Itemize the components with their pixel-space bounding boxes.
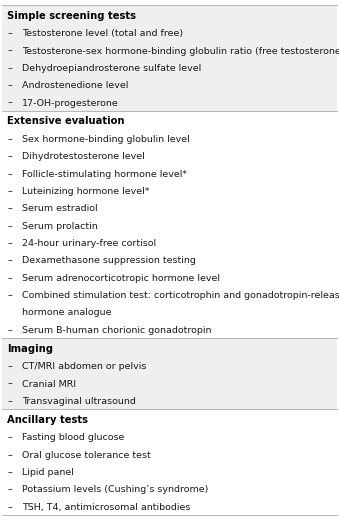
Text: Androstenedione level: Androstenedione level [22, 81, 128, 90]
Text: –: – [7, 187, 13, 196]
Bar [2, 5, 337, 111]
Text: Serum B-human chorionic gonadotropin: Serum B-human chorionic gonadotropin [22, 326, 212, 335]
Text: 24-hour urinary-free cortisol: 24-hour urinary-free cortisol [22, 239, 156, 248]
Text: Testosterone level (total and free): Testosterone level (total and free) [22, 29, 183, 38]
Text: Transvaginal ultrasound: Transvaginal ultrasound [22, 397, 136, 406]
Text: –: – [7, 434, 13, 443]
Bar [2, 409, 337, 515]
Text: –: – [7, 468, 13, 477]
Bar [2, 338, 337, 409]
Text: Extensive evaluation: Extensive evaluation [7, 116, 124, 126]
Text: –: – [7, 485, 13, 495]
Text: Testosterone-sex hormone-binding globulin ratio (free testosterone): Testosterone-sex hormone-binding globuli… [22, 47, 339, 56]
Text: –: – [7, 170, 13, 179]
Text: –: – [7, 99, 13, 108]
Text: Serum estradiol: Serum estradiol [22, 204, 98, 213]
Text: Oral glucose tolerance test: Oral glucose tolerance test [22, 451, 151, 460]
Text: Potassium levels (Cushing’s syndrome): Potassium levels (Cushing’s syndrome) [22, 485, 208, 495]
Text: –: – [7, 451, 13, 460]
Bar [2, 111, 337, 338]
Text: –: – [7, 64, 13, 73]
Text: –: – [7, 274, 13, 283]
Text: –: – [7, 204, 13, 213]
Text: Cranial MRI: Cranial MRI [22, 380, 76, 388]
Text: Dehydroepiandrosterone sulfate level: Dehydroepiandrosterone sulfate level [22, 64, 201, 73]
Text: Fasting blood glucose: Fasting blood glucose [22, 434, 124, 443]
Text: –: – [7, 291, 13, 300]
Text: –: – [7, 362, 13, 371]
Text: –: – [7, 326, 13, 335]
Text: –: – [7, 397, 13, 406]
Text: hormone analogue: hormone analogue [22, 308, 112, 317]
Text: –: – [7, 503, 13, 512]
Text: 17-OH-progesterone: 17-OH-progesterone [22, 99, 119, 108]
Text: Dexamethasone suppression testing: Dexamethasone suppression testing [22, 256, 196, 265]
Text: Imaging: Imaging [7, 344, 53, 354]
Text: –: – [7, 135, 13, 144]
Text: Serum prolactin: Serum prolactin [22, 222, 98, 231]
Text: –: – [7, 81, 13, 90]
Text: –: – [7, 239, 13, 248]
Text: –: – [7, 256, 13, 265]
Text: –: – [7, 47, 13, 56]
Text: Sex hormone-binding globulin level: Sex hormone-binding globulin level [22, 135, 190, 144]
Text: Lipid panel: Lipid panel [22, 468, 74, 477]
Text: Combined stimulation test: corticotrophin and gonadotropin-releasing: Combined stimulation test: corticotrophi… [22, 291, 339, 300]
Text: TSH, T4, antimicrosomal antibodies: TSH, T4, antimicrosomal antibodies [22, 503, 191, 512]
Text: Luteinizing hormone level*: Luteinizing hormone level* [22, 187, 149, 196]
Text: Follicle-stimulating hormone level*: Follicle-stimulating hormone level* [22, 170, 187, 179]
Text: –: – [7, 222, 13, 231]
Text: –: – [7, 152, 13, 161]
Text: CT/MRI abdomen or pelvis: CT/MRI abdomen or pelvis [22, 362, 146, 371]
Text: Serum adrenocorticotropic hormone level: Serum adrenocorticotropic hormone level [22, 274, 220, 283]
Text: Simple screening tests: Simple screening tests [7, 10, 136, 21]
Text: Dihydrotestosterone level: Dihydrotestosterone level [22, 152, 145, 161]
Text: –: – [7, 29, 13, 38]
Text: –: – [7, 380, 13, 388]
Text: Ancillary tests: Ancillary tests [7, 415, 88, 425]
